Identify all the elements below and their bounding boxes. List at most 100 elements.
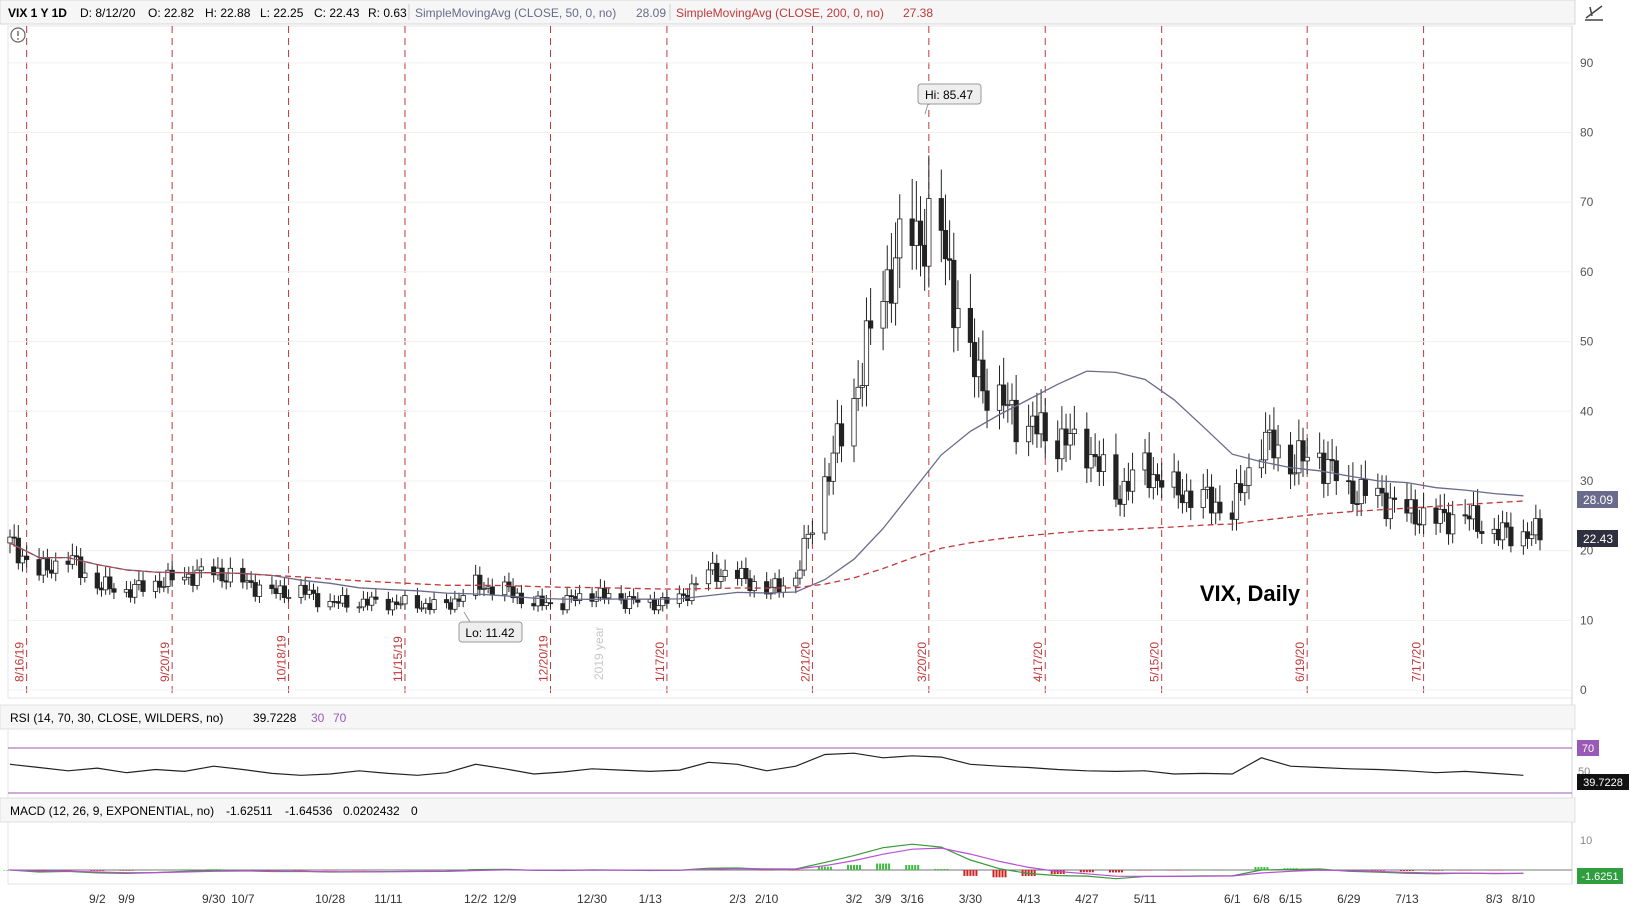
- year-marker: 2019 year: [592, 627, 606, 680]
- macd-histogram-bar: [189, 869, 192, 870]
- candle-body: [443, 599, 450, 604]
- candle-body: [24, 555, 30, 560]
- macd-histogram-bar: [1467, 870, 1470, 871]
- candle-body: [1470, 505, 1477, 520]
- candle-body: [1092, 454, 1098, 458]
- candle-body: [161, 585, 167, 588]
- candle-body: [1125, 480, 1131, 492]
- symbol-label[interactable]: VIX 1 Y 1D: [8, 6, 67, 20]
- candle-body: [456, 598, 462, 602]
- macd-histogram-bar: [969, 870, 972, 876]
- macd-histogram-bar: [1470, 870, 1473, 871]
- candle-body: [718, 576, 724, 582]
- candle-body: [926, 198, 932, 267]
- drawing-tool-icon[interactable]: [1580, 2, 1608, 24]
- sma50-price-badge: 28.09: [1577, 491, 1618, 508]
- price-tick-label: 40: [1580, 404, 1594, 418]
- sma200-study-label[interactable]: SimpleMovingAvg (CLOSE, 200, 0, no): [676, 6, 884, 20]
- candle-body: [855, 386, 861, 399]
- macd-histogram-bar: [800, 870, 803, 871]
- candle-body: [344, 595, 350, 608]
- macd-histogram-bar: [914, 865, 917, 870]
- candle-body: [1067, 433, 1073, 446]
- macd-study-label[interactable]: MACD (12, 26, 9, EXPONENTIAL, no): [10, 804, 214, 818]
- rsi-panel[interactable]: RSI (14, 70, 30, CLOSE, WILDERS, no) 39.…: [0, 704, 1629, 794]
- candle-body: [1495, 528, 1502, 541]
- low-label: Lo: 11.42: [465, 626, 514, 640]
- candle-body: [822, 476, 828, 534]
- candle-body: [1009, 399, 1015, 406]
- candle-body: [1375, 487, 1381, 496]
- macd-panel[interactable]: MACD (12, 26, 9, EXPONENTIAL, no) -1.625…: [0, 797, 1623, 884]
- candle-body: [888, 269, 895, 304]
- time-tick-label: 11/11: [374, 892, 403, 906]
- close-readout: C: 22.43: [314, 6, 360, 20]
- event-lines: 8/16/19 9/20/19 10/18/19 11/15/19 12/20/19 1/…: [13, 26, 1425, 698]
- macd-histogram-bar: [1522, 869, 1525, 871]
- candle-body: [485, 586, 491, 589]
- macd-histogram-bar: [238, 869, 241, 871]
- candle-body: [1204, 486, 1210, 490]
- candle-body: [53, 560, 59, 574]
- sma50-study-label[interactable]: SimpleMovingAvg (CLOSE, 50, 0, no): [415, 6, 616, 20]
- low-annotation: Lo: 11.42: [458, 611, 523, 643]
- candle-body: [1404, 499, 1410, 514]
- candle-body: [1175, 471, 1181, 496]
- sma50-badge-box: [1577, 491, 1618, 508]
- candle-body: [751, 581, 757, 592]
- macd-histogram-bar: [64, 870, 67, 871]
- event-date-label: 1/17/20: [653, 642, 667, 682]
- candle-body: [1450, 514, 1456, 535]
- candle-body: [971, 342, 978, 378]
- rsi-study-label[interactable]: RSI (14, 70, 30, CLOSE, WILDERS, no): [10, 711, 223, 725]
- macd-histogram-bar: [244, 869, 247, 871]
- candle-body: [227, 567, 233, 583]
- macd-tick-10: 10: [1580, 835, 1592, 847]
- high-readout: H: 22.88: [205, 6, 251, 20]
- info-icon[interactable]: [10, 27, 26, 43]
- candle-body: [414, 595, 421, 609]
- macd-avg: -1.64536: [285, 804, 333, 818]
- candle-body: [955, 308, 961, 329]
- time-tick-label: 4/13: [1017, 892, 1041, 906]
- sma50-badge-value: 28.09: [1583, 493, 1613, 507]
- candle-body: [273, 588, 279, 594]
- candle-body: [1304, 456, 1310, 462]
- candle-body: [277, 585, 283, 594]
- candle-body: [327, 601, 333, 608]
- candle-body: [913, 220, 919, 246]
- macd-histogram-bar: [940, 868, 943, 870]
- candle-body: [36, 559, 42, 576]
- macd-histogram-bar: [882, 863, 885, 870]
- candle-body: [838, 423, 845, 447]
- candle-body: [1354, 503, 1360, 505]
- macd-histogram-bar: [768, 870, 771, 871]
- header-bar: VIX 1 Y 1D D: 8/12/20 O: 22.82 H: 22.88 …: [0, 0, 1576, 25]
- macd-histogram-bar: [218, 869, 221, 870]
- rsi-70-badge-text: 70: [1582, 743, 1594, 755]
- last-price-badge-value: 22.43: [1583, 532, 1613, 546]
- event-date-label: 7/17/20: [1410, 642, 1424, 682]
- price-tick-label: 0: [1580, 683, 1587, 697]
- candle-body: [1412, 499, 1418, 525]
- macd-histogram-bar: [390, 869, 393, 871]
- candle-body: [1508, 526, 1514, 547]
- time-tick-label: 2/3: [729, 892, 746, 906]
- candle-body: [693, 583, 699, 586]
- candle-body: [884, 269, 890, 302]
- candle-body: [739, 567, 745, 579]
- candle-body: [7, 536, 13, 544]
- low-bubble: [458, 621, 523, 643]
- candle-body: [1317, 452, 1323, 458]
- macd-histogram-bar: [61, 870, 64, 871]
- macd-histogram-bar: [154, 869, 157, 871]
- time-tick-label: 9/9: [118, 892, 135, 906]
- macd-histogram-bar: [276, 870, 279, 871]
- candle-body: [1059, 428, 1065, 460]
- candlestick-series[interactable]: [7, 155, 1543, 616]
- candle-body: [1171, 471, 1177, 488]
- candle-body: [360, 598, 366, 608]
- candle-body: [1129, 469, 1136, 492]
